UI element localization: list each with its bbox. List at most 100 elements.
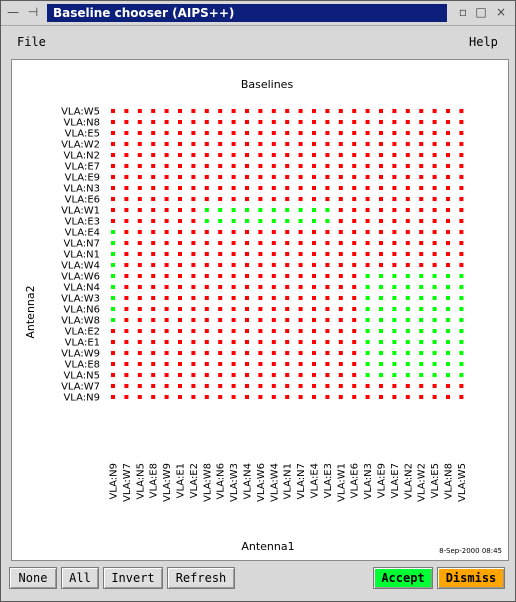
baseline-point-selected[interactable] xyxy=(446,318,450,322)
baseline-point[interactable] xyxy=(272,373,276,377)
baseline-point[interactable] xyxy=(124,109,128,113)
baseline-point[interactable] xyxy=(178,120,182,124)
baseline-point[interactable] xyxy=(339,373,343,377)
baseline-point[interactable] xyxy=(205,384,209,388)
baseline-point[interactable] xyxy=(339,142,343,146)
baseline-point[interactable] xyxy=(165,351,169,355)
baseline-point[interactable] xyxy=(124,274,128,278)
baseline-point[interactable] xyxy=(406,142,410,146)
baseline-point[interactable] xyxy=(165,186,169,190)
baseline-point[interactable] xyxy=(272,252,276,256)
baseline-point-selected[interactable] xyxy=(245,208,249,212)
baseline-point[interactable] xyxy=(138,252,142,256)
baseline-point[interactable] xyxy=(272,274,276,278)
baseline-point-selected[interactable] xyxy=(459,318,463,322)
baseline-point[interactable] xyxy=(352,263,356,267)
baseline-point[interactable] xyxy=(218,296,222,300)
baseline-point[interactable] xyxy=(111,131,115,135)
baseline-point[interactable] xyxy=(138,241,142,245)
baseline-point[interactable] xyxy=(191,373,195,377)
baseline-point-selected[interactable] xyxy=(433,340,437,344)
baseline-point[interactable] xyxy=(312,153,316,157)
baseline-point[interactable] xyxy=(178,285,182,289)
baseline-point[interactable] xyxy=(138,384,142,388)
baseline-point[interactable] xyxy=(205,296,209,300)
baseline-point[interactable] xyxy=(272,307,276,311)
baseline-point[interactable] xyxy=(245,186,249,190)
baseline-point[interactable] xyxy=(352,175,356,179)
baseline-point[interactable] xyxy=(392,153,396,157)
baseline-point-selected[interactable] xyxy=(379,318,383,322)
baseline-point-selected[interactable] xyxy=(406,307,410,311)
baseline-point-selected[interactable] xyxy=(312,208,316,212)
baseline-point[interactable] xyxy=(433,175,437,179)
baseline-point-selected[interactable] xyxy=(111,230,115,234)
baseline-point[interactable] xyxy=(258,384,262,388)
baseline-point[interactable] xyxy=(111,395,115,399)
baseline-point[interactable] xyxy=(325,340,329,344)
baseline-point[interactable] xyxy=(406,219,410,223)
baseline-point[interactable] xyxy=(406,384,410,388)
baseline-point[interactable] xyxy=(299,230,303,234)
baseline-point[interactable] xyxy=(245,241,249,245)
baseline-point-selected[interactable] xyxy=(446,274,450,278)
baseline-point[interactable] xyxy=(258,120,262,124)
baseline-point[interactable] xyxy=(419,164,423,168)
baseline-point[interactable] xyxy=(111,329,115,333)
baseline-point[interactable] xyxy=(325,241,329,245)
baseline-point[interactable] xyxy=(285,329,289,333)
baseline-point-selected[interactable] xyxy=(379,274,383,278)
baseline-point[interactable] xyxy=(406,208,410,212)
baseline-point[interactable] xyxy=(124,318,128,322)
baseline-point[interactable] xyxy=(285,175,289,179)
baseline-point[interactable] xyxy=(406,164,410,168)
baseline-point-selected[interactable] xyxy=(392,307,396,311)
baseline-point[interactable] xyxy=(138,219,142,223)
baseline-point[interactable] xyxy=(285,164,289,168)
baseline-point[interactable] xyxy=(205,263,209,267)
baseline-point[interactable] xyxy=(325,274,329,278)
baseline-point[interactable] xyxy=(406,252,410,256)
baseline-point-selected[interactable] xyxy=(379,351,383,355)
baseline-point[interactable] xyxy=(433,219,437,223)
baseline-point[interactable] xyxy=(191,329,195,333)
baseline-point[interactable] xyxy=(299,142,303,146)
baseline-point[interactable] xyxy=(258,186,262,190)
baseline-point[interactable] xyxy=(433,252,437,256)
baseline-point[interactable] xyxy=(285,384,289,388)
baseline-point[interactable] xyxy=(433,131,437,135)
baseline-point[interactable] xyxy=(178,186,182,190)
baseline-point-selected[interactable] xyxy=(392,274,396,278)
baseline-point[interactable] xyxy=(339,197,343,201)
baseline-point[interactable] xyxy=(111,208,115,212)
baseline-point-selected[interactable] xyxy=(392,296,396,300)
baseline-point[interactable] xyxy=(299,329,303,333)
baseline-point[interactable] xyxy=(111,197,115,201)
baseline-point[interactable] xyxy=(245,351,249,355)
baseline-point[interactable] xyxy=(111,384,115,388)
baseline-point[interactable] xyxy=(392,263,396,267)
baseline-point[interactable] xyxy=(419,175,423,179)
baseline-point-selected[interactable] xyxy=(419,340,423,344)
baseline-point-selected[interactable] xyxy=(232,219,236,223)
baseline-point-selected[interactable] xyxy=(111,252,115,256)
baseline-point[interactable] xyxy=(459,120,463,124)
baseline-point[interactable] xyxy=(446,208,450,212)
baseline-point[interactable] xyxy=(111,109,115,113)
baseline-point[interactable] xyxy=(285,340,289,344)
baseline-point-selected[interactable] xyxy=(433,274,437,278)
baseline-point[interactable] xyxy=(272,395,276,399)
baseline-point[interactable] xyxy=(285,153,289,157)
baseline-point[interactable] xyxy=(299,131,303,135)
baseline-point[interactable] xyxy=(165,153,169,157)
baseline-point[interactable] xyxy=(151,307,155,311)
baseline-point[interactable] xyxy=(366,153,370,157)
baseline-point[interactable] xyxy=(218,153,222,157)
baseline-point-selected[interactable] xyxy=(392,340,396,344)
baseline-point[interactable] xyxy=(232,263,236,267)
baseline-point[interactable] xyxy=(366,241,370,245)
baseline-point[interactable] xyxy=(433,197,437,201)
baseline-point-selected[interactable] xyxy=(446,362,450,366)
baseline-point[interactable] xyxy=(312,263,316,267)
baseline-point[interactable] xyxy=(379,241,383,245)
